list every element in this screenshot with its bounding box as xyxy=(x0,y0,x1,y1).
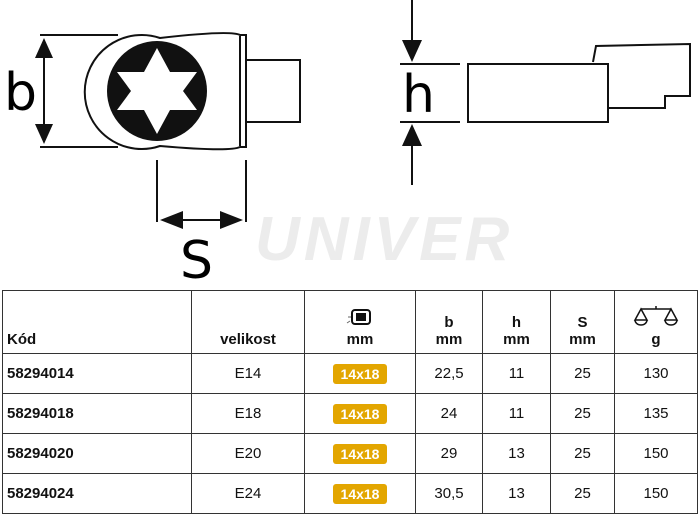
dimension-label-b: b xyxy=(4,63,37,123)
cell-b: 29 xyxy=(415,433,483,474)
technical-drawing: b h S xyxy=(4,0,691,290)
square-badge: 14x18 xyxy=(332,483,388,504)
cell-b: 24 xyxy=(415,393,483,434)
cell-weight: 130 xyxy=(614,353,698,394)
header-b: b mm xyxy=(415,290,483,354)
cell-s: 25 xyxy=(550,473,615,514)
header-square: mm xyxy=(304,290,416,354)
cell-code: 58294020 xyxy=(2,433,192,474)
header-s-label: S xyxy=(577,314,588,331)
table-row: 58294018 E18 14x18 24 11 25 135 xyxy=(2,393,698,434)
square-badge: 14x18 xyxy=(332,403,388,424)
header-weight-unit: g xyxy=(651,331,661,348)
square-badge: 14x18 xyxy=(332,363,388,384)
cell-square: 14x18 xyxy=(304,473,416,514)
header-h-unit: mm xyxy=(503,331,530,348)
scale-icon xyxy=(633,306,679,326)
header-code: Kód xyxy=(2,290,192,354)
cell-code: 58294014 xyxy=(2,353,192,394)
header-square-unit: mm xyxy=(346,331,374,348)
cell-h: 13 xyxy=(482,433,551,474)
watermark: UNIVER xyxy=(255,205,514,274)
cell-size: E24 xyxy=(191,473,305,514)
cell-square: 14x18 xyxy=(304,393,416,434)
cell-size: E20 xyxy=(191,433,305,474)
cell-h: 13 xyxy=(482,473,551,514)
square-drive-icon xyxy=(346,309,371,325)
cell-s: 25 xyxy=(550,393,615,434)
header-h: h mm xyxy=(482,290,551,354)
cell-code: 58294024 xyxy=(2,473,192,514)
cell-square: 14x18 xyxy=(304,353,416,394)
cell-code: 58294018 xyxy=(2,393,192,434)
dimension-label-h: h xyxy=(402,65,435,125)
table-row: 58294014 E14 14x18 22,5 11 25 130 xyxy=(2,353,698,394)
cell-h: 11 xyxy=(482,353,551,394)
cell-h: 11 xyxy=(482,393,551,434)
header-h-label: h xyxy=(511,314,522,331)
header-weight: g xyxy=(614,290,698,354)
cell-weight: 150 xyxy=(614,433,698,474)
cell-b: 22,5 xyxy=(415,353,483,394)
cell-square: 14x18 xyxy=(304,433,416,474)
dimension-label-s: S xyxy=(180,231,213,290)
cell-s: 25 xyxy=(550,353,615,394)
cell-weight: 150 xyxy=(614,473,698,514)
cell-size: E14 xyxy=(191,353,305,394)
table-row: 58294024 E24 14x18 30,5 13 25 150 xyxy=(2,473,698,514)
header-s-unit: mm xyxy=(569,331,596,348)
header-size: velikost xyxy=(191,290,305,354)
header-b-label: b xyxy=(444,314,454,331)
table-row: 58294020 E20 14x18 29 13 25 150 xyxy=(2,433,698,474)
square-badge: 14x18 xyxy=(332,443,388,464)
cell-weight: 135 xyxy=(614,393,698,434)
cell-size: E18 xyxy=(191,393,305,434)
cell-b: 30,5 xyxy=(415,473,483,514)
header-b-unit: mm xyxy=(435,331,463,348)
cell-s: 25 xyxy=(550,433,615,474)
